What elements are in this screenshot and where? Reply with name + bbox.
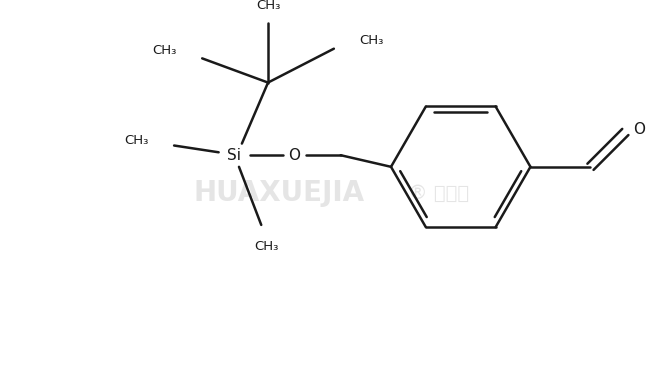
Text: HUAXUEJIA: HUAXUEJIA [193, 180, 364, 207]
Text: CH₃: CH₃ [359, 34, 383, 48]
Text: CH₃: CH₃ [125, 134, 149, 147]
Text: ® 化学加: ® 化学加 [408, 184, 469, 203]
Text: O: O [633, 122, 645, 136]
Text: CH₃: CH₃ [152, 44, 177, 57]
Text: Si: Si [227, 148, 241, 163]
Text: O: O [288, 148, 300, 163]
Text: CH₃: CH₃ [256, 0, 280, 12]
Text: CH₃: CH₃ [254, 240, 279, 253]
